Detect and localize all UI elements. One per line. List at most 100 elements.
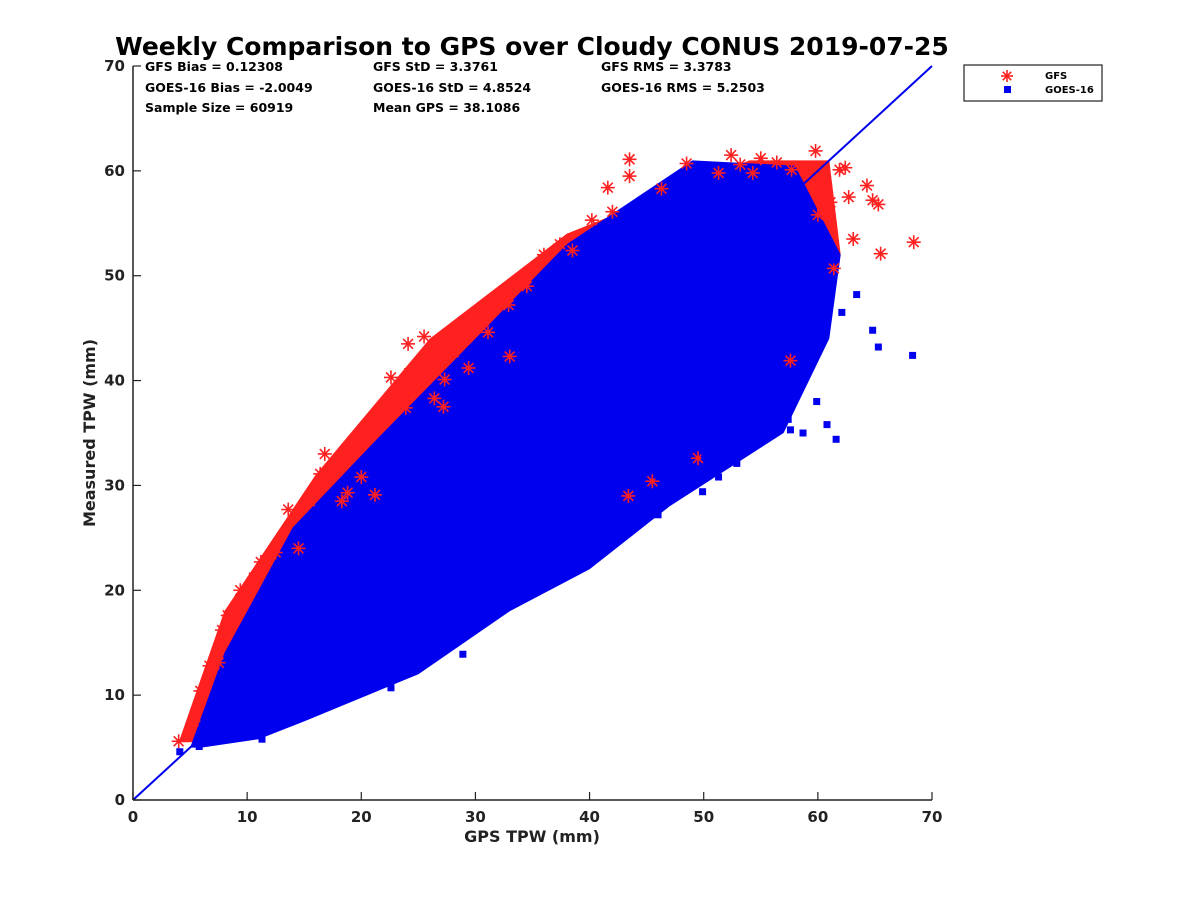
stat-goes-std: GOES-16 StD = 4.8524: [373, 80, 531, 95]
gfs-point: [810, 207, 825, 222]
y-tick-label: 50: [104, 267, 125, 285]
goes16-point: [823, 421, 831, 429]
goes16-point: [548, 502, 556, 510]
goes16-point: [474, 623, 482, 631]
goes16-point: [176, 748, 184, 756]
gfs-point: [823, 195, 838, 210]
gfs-point: [621, 488, 636, 503]
gfs-point: [808, 143, 823, 158]
goes16-point: [697, 413, 705, 421]
gfs-point: [679, 156, 694, 171]
goes16-point: [874, 343, 882, 351]
goes16-point: [741, 430, 749, 438]
legend-gfs-label: GFS: [1045, 71, 1067, 82]
y-tick-label: 0: [115, 791, 125, 809]
goes16-point: [669, 488, 677, 496]
gfs-point: [246, 570, 261, 585]
gfs-point: [171, 734, 186, 749]
goes16-point: [346, 669, 354, 677]
stat-gfs-rms: GFS RMS = 3.3783: [601, 59, 732, 74]
goes16-point: [591, 448, 599, 456]
goes16-point: [590, 539, 598, 547]
gfs-point: [302, 494, 317, 509]
goes16-point: [786, 426, 794, 434]
x-tick-label: 70: [922, 808, 943, 826]
goes16-point: [767, 428, 775, 436]
gfs-point: [480, 325, 495, 340]
gfs-point: [461, 360, 476, 375]
gfs-point: [838, 160, 853, 175]
goes16-point: [675, 476, 683, 484]
goes16-point: [748, 444, 756, 452]
x-tick-label: 20: [351, 808, 372, 826]
gfs-point: [846, 232, 861, 247]
gfs-point: [826, 261, 841, 276]
stat-gfs-bias: GFS Bias = 0.12308: [145, 59, 283, 74]
goes16-point: [788, 269, 796, 277]
goes16-point: [384, 659, 392, 667]
goes16-point: [634, 515, 642, 523]
stat-goes-bias: GOES-16 Bias = -2.0049: [145, 80, 313, 95]
gfs-point: [711, 165, 726, 180]
gfs-point: [372, 405, 387, 420]
goes16-point: [813, 398, 821, 406]
gfs-point: [745, 165, 760, 180]
gfs-point: [215, 623, 230, 638]
stat-sample-size: Sample Size = 60919: [145, 100, 293, 115]
gfs-point: [906, 235, 921, 250]
goes16-point: [608, 532, 616, 540]
gfs-point: [691, 451, 706, 466]
gfs-point: [784, 162, 799, 177]
gfs-point: [202, 658, 217, 673]
goes16-point: [288, 703, 296, 711]
gfs-point: [841, 190, 856, 205]
goes16-point: [459, 650, 467, 658]
gfs-point: [622, 152, 637, 167]
x-tick-label: 10: [237, 808, 258, 826]
data-density-layer: [178, 160, 841, 748]
gfs-point: [584, 213, 599, 228]
stat-goes-rms: GOES-16 RMS = 5.2503: [601, 80, 765, 95]
gfs-point: [367, 487, 382, 502]
x-tick-label: 40: [579, 808, 600, 826]
goes16-point: [653, 471, 661, 479]
stats-block: GFS Bias = 0.12308 GOES-16 Bias = -2.004…: [145, 59, 765, 115]
gfs-point: [859, 178, 874, 193]
goes16-point: [334, 667, 342, 675]
goes16-point: [654, 494, 662, 502]
goes16-point: [869, 326, 877, 334]
goes16-point: [733, 459, 741, 467]
gfs-point: [600, 180, 615, 195]
goes16-point: [362, 663, 370, 671]
gfs-point: [253, 554, 268, 569]
goes16-point: [784, 415, 792, 423]
goes16-point: [565, 484, 573, 492]
gfs-point: [383, 370, 398, 385]
goes16-point: [474, 536, 482, 544]
goes16-point: [429, 608, 437, 616]
gfs-point: [783, 353, 798, 368]
gfs-point: [340, 485, 355, 500]
y-axis-label: Measured TPW (mm): [80, 339, 99, 527]
gfs-point: [654, 181, 669, 196]
gfs-point: [281, 502, 296, 517]
y-axis-ticks: 0 10 20 30 40 50 60 70: [104, 57, 141, 809]
goes16-point: [530, 579, 538, 587]
goes16-point: [237, 724, 245, 732]
goes16-point: [799, 429, 807, 437]
gfs-point: [429, 350, 444, 365]
gfs-point: [402, 366, 417, 381]
gfs-point: [622, 169, 637, 184]
gfs-point: [753, 151, 768, 166]
goes16-point: [292, 695, 300, 703]
goes16-point: [815, 264, 823, 272]
goes16-point: [457, 558, 465, 566]
goes16-point: [387, 684, 395, 692]
goes16-point: [699, 488, 707, 496]
goes16-point: [760, 312, 768, 320]
goes16-point: [325, 672, 333, 680]
one-to-one-line: [132, 65, 933, 801]
gfs-point: [605, 204, 620, 219]
chart-title: Weekly Comparison to GPS over Cloudy CON…: [115, 32, 949, 61]
goes16-point: [853, 291, 861, 299]
